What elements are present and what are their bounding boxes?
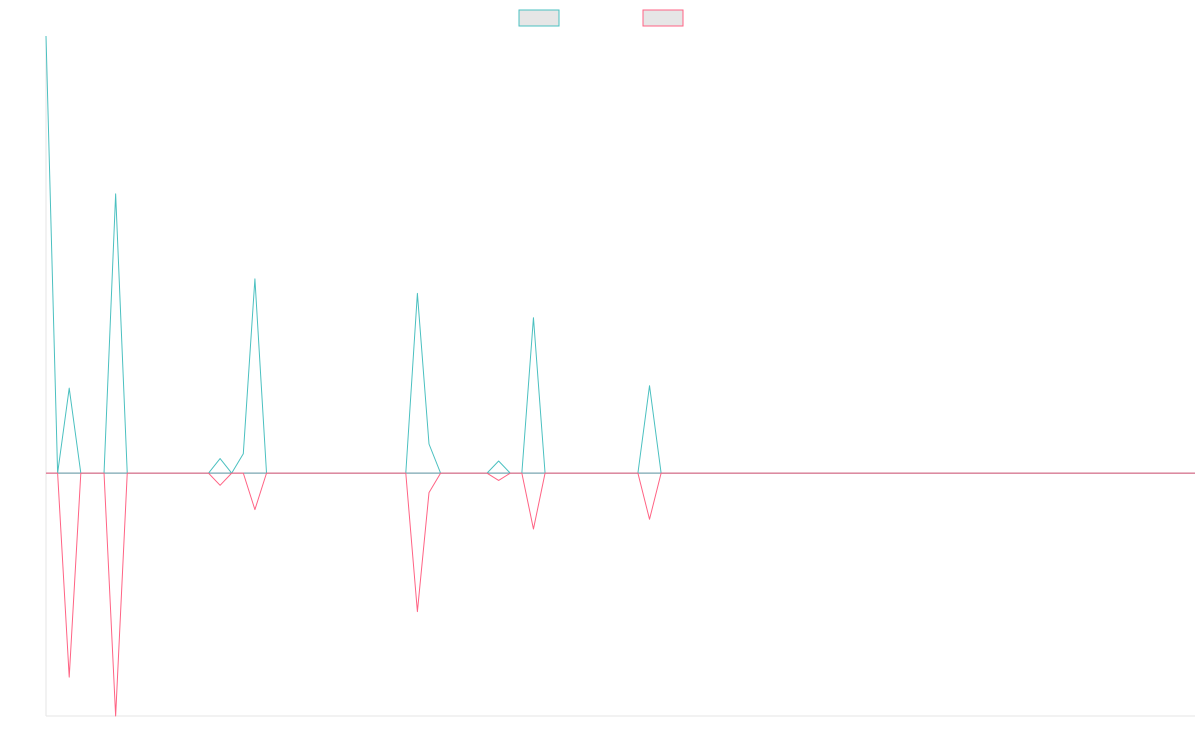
legend-swatch-2 bbox=[642, 9, 684, 27]
legend-swatch-1 bbox=[518, 9, 560, 27]
axes bbox=[45, 36, 1195, 717]
legend bbox=[518, 9, 684, 27]
series-line-1 bbox=[45, 35, 1195, 474]
series-line-2 bbox=[46, 472, 1195, 717]
plot-area bbox=[45, 35, 1195, 717]
